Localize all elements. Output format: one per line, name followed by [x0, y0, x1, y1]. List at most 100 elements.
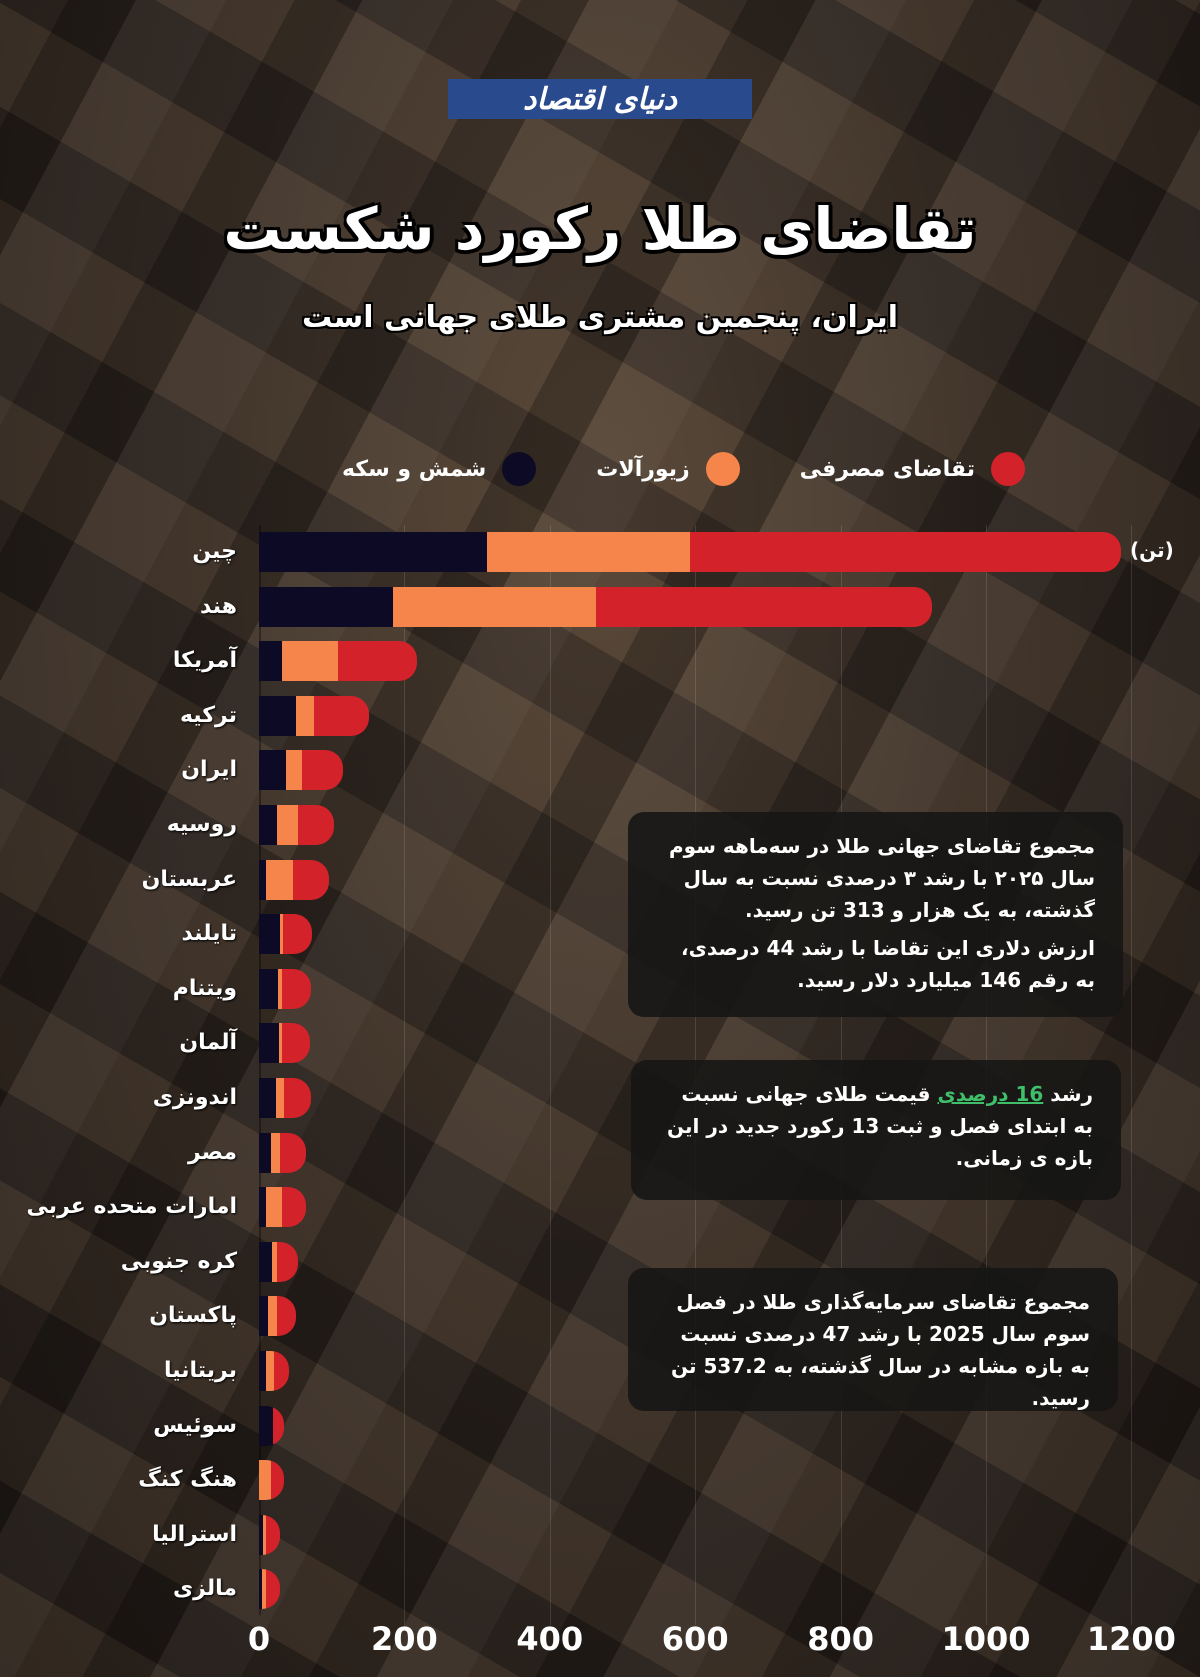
info-text: مجموع تقاضای جهانی طلا در سه‌ماهه سوم سا…	[669, 834, 1095, 922]
bar-segment	[259, 695, 297, 736]
x-tick-label: 1000	[941, 1620, 1031, 1658]
bar-segment	[259, 1187, 267, 1228]
bar-segment	[280, 914, 283, 955]
info-text: ارزش دلاری این تقاضا با رشد 44 درصدی، به…	[680, 936, 1095, 992]
bar-row: تایلند	[0, 914, 1200, 955]
country-label: امارات متحده عربی	[26, 1194, 237, 1220]
stacked-bar	[259, 1132, 306, 1173]
bar-segment	[270, 1132, 281, 1173]
legend-dot-icon	[705, 452, 740, 486]
stacked-bar	[259, 695, 369, 736]
bar-segment	[259, 968, 278, 1009]
unit-label: (تن)	[1130, 538, 1174, 562]
bar-row: آمریکا	[0, 641, 1200, 682]
bar-segment	[392, 586, 596, 627]
country-label: کره جنوبی	[120, 1248, 237, 1274]
bar-segment	[282, 968, 312, 1009]
bar-segment	[272, 1405, 285, 1446]
legend-label: تقاضای مصرفی	[799, 456, 975, 482]
bar-row: کره جنوبی	[0, 1241, 1200, 1282]
bar-row: بریتانیا	[0, 1351, 1200, 1391]
bar-row: روسیه	[0, 805, 1200, 845]
bar-segment	[259, 750, 286, 791]
bar-segment	[690, 532, 1122, 572]
bar-segment	[277, 805, 298, 845]
country-label: سوئیس	[153, 1412, 237, 1438]
country-label: روسیه	[166, 812, 237, 837]
legend-dot-icon	[502, 452, 537, 486]
legend-label: زیورآلات	[596, 456, 690, 482]
bar-segment	[266, 1514, 281, 1555]
stacked-bar	[259, 1569, 281, 1610]
stacked-bar	[259, 641, 418, 682]
bar-segment	[301, 750, 344, 791]
stacked-bar	[259, 532, 1122, 572]
highlight-percent: 16 درصدی	[937, 1082, 1044, 1106]
bar-row: هنگ کنگ	[0, 1460, 1200, 1501]
logo-text: دنیای اقتصاد	[522, 81, 678, 117]
legend-item-consumer: تقاضای مصرفی	[800, 452, 1025, 486]
country-label: چین	[192, 539, 237, 564]
bar-segment	[266, 1187, 283, 1228]
country-label: مالزی	[173, 1576, 237, 1602]
bar-row: استرالیا	[0, 1514, 1200, 1555]
legend-dot-icon	[991, 452, 1025, 486]
country-label: اندونزی	[152, 1085, 237, 1110]
bar-segment	[595, 586, 933, 627]
bar-segment	[282, 1187, 306, 1228]
stacked-bar	[259, 1078, 311, 1118]
bar-row: چین	[0, 532, 1200, 572]
stacked-bar	[259, 586, 933, 627]
x-tick-label: 800	[807, 1620, 874, 1658]
bar-segment	[279, 1023, 283, 1064]
bar-segment	[259, 859, 267, 900]
x-tick-label: 0	[247, 1620, 271, 1658]
grid-line	[549, 525, 551, 1625]
bar-segment	[285, 750, 302, 791]
bar-row: آلمان	[0, 1023, 1200, 1064]
info-text-suffix: قیمت طلای جهانی نسبت به ابتدای فصل و ثبت…	[667, 1082, 1093, 1170]
grid-line	[404, 525, 406, 1625]
country-label: آلمان	[179, 1030, 237, 1056]
bar-segment	[259, 1351, 267, 1391]
stacked-bar	[259, 1241, 298, 1282]
stacked-bar	[259, 914, 313, 955]
bar-row: امارات متحده عربی	[0, 1187, 1200, 1228]
x-tick-label: 1200	[1086, 1620, 1176, 1658]
country-label: بریتانیا	[164, 1358, 237, 1383]
country-label: عربستان	[141, 866, 237, 892]
bar-segment	[270, 1460, 284, 1501]
stacked-bar	[259, 1187, 306, 1228]
bar-row: سوئیس	[0, 1405, 1200, 1446]
bar-segment	[282, 914, 313, 955]
legend-item-bars-coins: شمش و سکه	[342, 452, 537, 486]
bar-row: پاکستان	[0, 1296, 1200, 1337]
bar-row: مالزی	[0, 1569, 1200, 1610]
info-box-price-growth: رشد 16 درصدی قیمت طلای جهانی نسبت به ابت…	[631, 1060, 1121, 1200]
bar-segment	[486, 532, 691, 572]
legend-item-jewelry: زیورآلات	[596, 452, 740, 486]
bar-segment	[296, 695, 315, 736]
bar-segment	[259, 1023, 280, 1064]
bar-segment	[297, 805, 334, 845]
country-label: ویتنام	[172, 975, 237, 1001]
bar-row: اندونزی	[0, 1078, 1200, 1118]
country-label: تایلند	[181, 921, 237, 947]
bar-segment	[261, 1569, 267, 1610]
stacked-bar	[259, 1296, 297, 1337]
country-label: هنگ کنگ	[138, 1467, 237, 1493]
bar-segment	[259, 1078, 277, 1118]
country-label: ترکیه	[179, 702, 237, 728]
stacked-bar	[259, 859, 329, 900]
bar-segment	[266, 1569, 281, 1610]
bar-segment	[263, 1514, 267, 1555]
country-label: هند	[200, 593, 237, 619]
stacked-bar	[259, 1351, 289, 1391]
bar-row: ایران	[0, 750, 1200, 791]
bar-segment	[259, 1460, 271, 1501]
x-tick-label: 400	[516, 1620, 584, 1658]
stacked-bar	[259, 750, 344, 791]
bar-segment	[266, 859, 294, 900]
stacked-bar	[259, 1514, 281, 1555]
